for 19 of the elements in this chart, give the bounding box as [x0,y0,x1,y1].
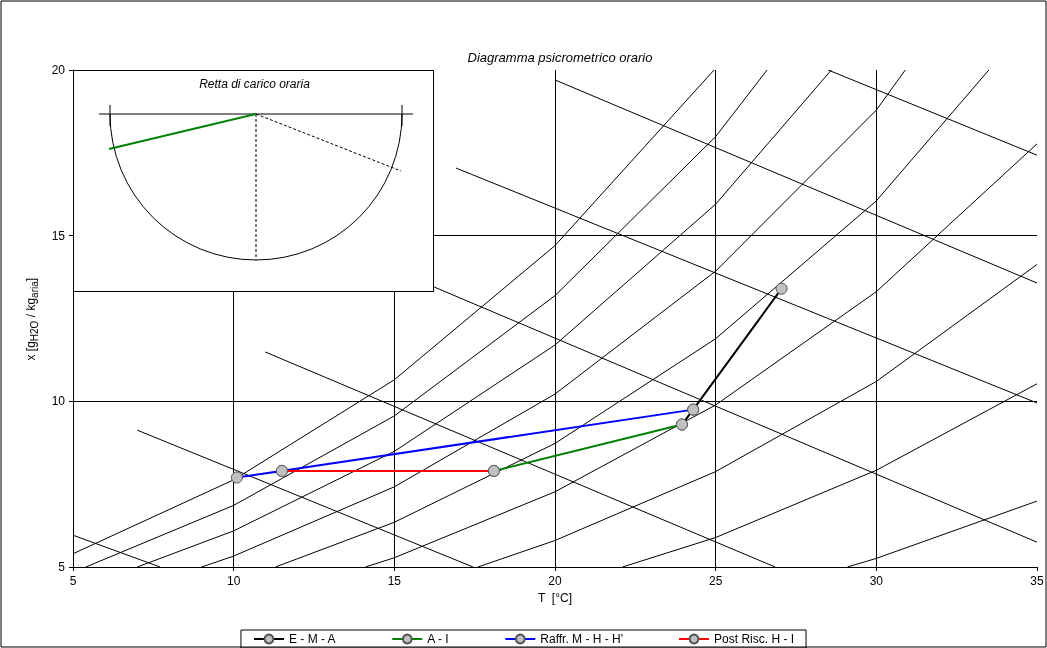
x-tick-label: 30 [869,574,884,588]
x-tick-label: 20 [548,574,562,588]
x-tick-label: 5 [69,574,77,588]
legend-label: A - I [427,632,449,646]
y-tick-label: 10 [51,394,66,409]
legend-label: E - M - A [288,632,336,646]
x-tick-label: 35 [1030,574,1044,588]
x-tick-label: 15 [387,574,402,588]
y-tick-label: 20 [51,63,66,77]
x-tick-label: 10 [226,574,241,588]
annotation: Retta di carico oraria [198,77,311,91]
inset-panel: Retta di carico oraria [73,70,434,292]
x-tick-label: 25 [708,574,723,588]
legend-label: Raffr. M - H - H' [540,632,624,646]
y-tick-label: 15 [51,228,66,243]
y-tick-label: 5 [58,560,66,574]
x-axis-title: T [°C] [538,590,572,605]
chart-title: Diagramma psicrometrico orario [467,50,653,65]
legend-label: Post Risc. H - I [714,632,795,646]
